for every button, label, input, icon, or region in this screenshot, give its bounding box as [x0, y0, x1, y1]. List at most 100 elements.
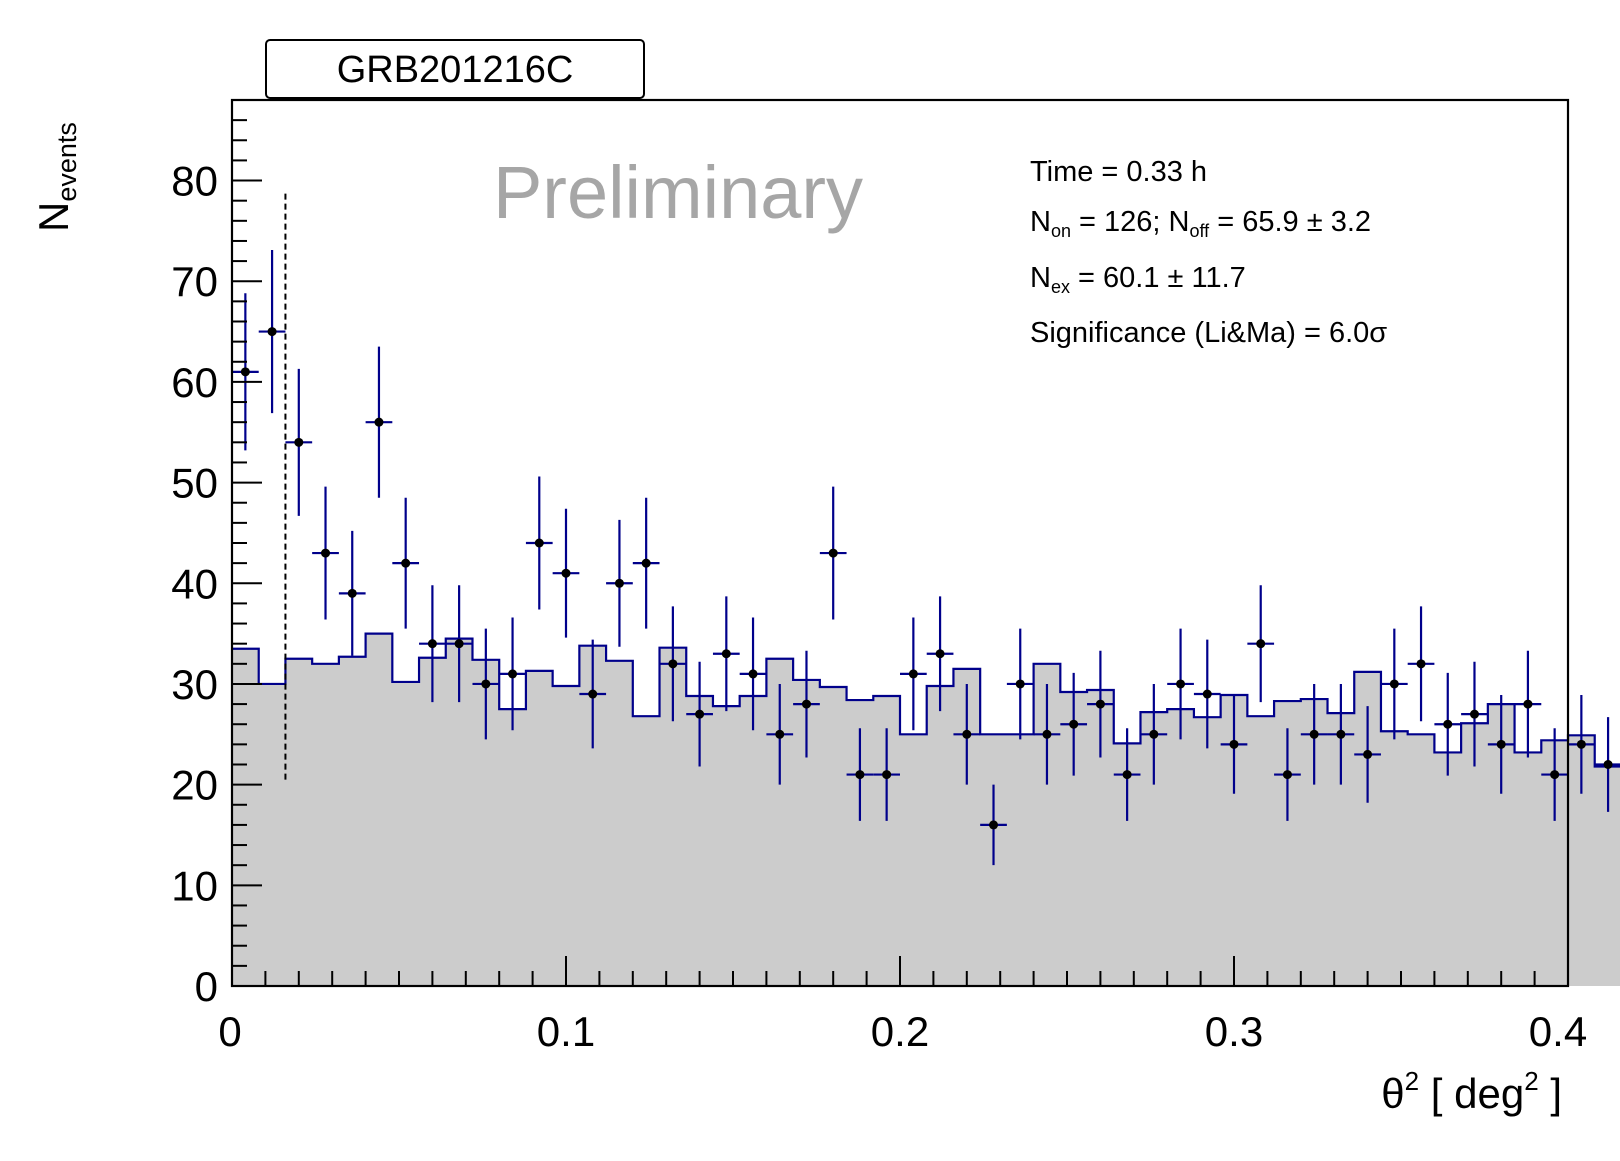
on-point — [365, 346, 393, 498]
on-point — [1193, 639, 1221, 749]
on-point-marker — [1496, 739, 1506, 749]
on-point-marker — [882, 770, 892, 780]
on-point-marker — [1309, 729, 1319, 739]
on-point-marker — [1389, 679, 1399, 689]
on-point — [1541, 728, 1568, 821]
stats-significance: Significance (Li&Ma) = 6.0σ — [1030, 317, 1387, 349]
y-axis-ticks: 0 10 20 30 40 50 60 70 80 — [171, 99, 262, 1010]
x-tick-label: 0 — [218, 1008, 241, 1055]
on-point — [766, 683, 794, 785]
on-point-marker — [695, 709, 705, 719]
on-point-marker — [427, 639, 437, 649]
on-point — [1167, 628, 1194, 740]
on-point-marker — [614, 578, 624, 588]
on-point-marker — [1443, 719, 1453, 729]
on-point-marker — [855, 770, 865, 780]
on-point — [258, 250, 286, 414]
on-point-marker — [828, 548, 838, 558]
on-point-marker — [1202, 689, 1212, 699]
on-point — [1568, 695, 1595, 794]
on-point — [1487, 695, 1515, 794]
on-point — [1300, 683, 1328, 785]
x-axis-ticks: 0 0.1 0.2 0.3 0.4 — [218, 956, 1587, 1055]
on-point-marker — [1122, 770, 1132, 780]
on-point-marker — [534, 538, 544, 548]
stats-nex-sub: ex — [1051, 277, 1070, 297]
y-tick-label: 10 — [171, 862, 218, 909]
stats-non-noff: Non = 126; Noff = 65.9 ± 3.2 — [1030, 206, 1371, 241]
on-point — [1327, 683, 1355, 785]
y-tick-label: 60 — [171, 359, 218, 406]
on-point-marker — [1469, 709, 1479, 719]
stats-nex-value: = 60.1 ± 11.7 — [1070, 262, 1246, 294]
y-tick-label: 0 — [195, 963, 218, 1010]
on-point — [1140, 683, 1168, 785]
on-point-marker — [1229, 739, 1239, 749]
on-point-marker — [935, 649, 945, 659]
y-tick-label: 30 — [171, 661, 218, 708]
on-point — [419, 585, 446, 703]
on-point — [579, 639, 607, 749]
stats-box: Time = 0.33 h Non = 126; Noff = 65.9 ± 3… — [1030, 156, 1387, 349]
on-point — [1220, 695, 1248, 794]
on-point-marker — [1176, 679, 1186, 689]
on-point — [686, 661, 713, 767]
on-point — [552, 508, 580, 638]
on-point-marker — [374, 417, 384, 427]
on-point-marker — [1095, 699, 1105, 709]
on-point-marker — [1550, 770, 1560, 780]
on-point-marker — [721, 649, 731, 659]
on-point-marker — [401, 558, 411, 568]
background-histogram-fill — [232, 633, 1620, 986]
y-tick-label: 50 — [171, 460, 218, 507]
on-point — [338, 530, 366, 656]
on-point — [1087, 650, 1114, 758]
y-tick-label: 70 — [171, 258, 218, 305]
on-events-points — [232, 250, 1620, 866]
on-point-marker — [641, 558, 651, 568]
chart-title: GRB201216C — [337, 49, 574, 91]
stats-non-value: = 126; N — [1071, 206, 1190, 238]
on-point-marker — [1149, 729, 1159, 739]
on-point-marker — [1336, 729, 1346, 739]
y-axis-label: Nevents — [30, 122, 82, 232]
on-point — [232, 293, 259, 451]
on-point — [846, 728, 874, 821]
on-point — [606, 519, 633, 647]
on-point — [1274, 728, 1301, 821]
on-point — [873, 728, 900, 821]
on-point — [1594, 717, 1620, 812]
stats-non-sub: on — [1051, 221, 1071, 241]
on-point-marker — [1576, 739, 1586, 749]
y-tick-label: 20 — [171, 762, 218, 809]
on-point — [392, 497, 420, 629]
stats-nex: Nex = 60.1 ± 11.7 — [1030, 262, 1246, 297]
on-point — [1461, 661, 1488, 767]
x-tick-label: 0.1 — [537, 1008, 595, 1055]
on-point-marker — [1416, 659, 1426, 669]
on-point — [1434, 672, 1462, 776]
x-tick-label: 0.2 — [871, 1008, 929, 1055]
on-point — [953, 683, 981, 785]
on-point-marker — [962, 729, 972, 739]
on-point — [1060, 672, 1088, 776]
on-point-marker — [748, 669, 758, 679]
on-point — [1380, 628, 1408, 740]
on-point-marker — [267, 327, 277, 337]
on-point — [525, 476, 553, 610]
on-point-marker — [775, 729, 785, 739]
on-point — [285, 368, 313, 516]
stats-non-label: N — [1030, 206, 1051, 238]
on-point-marker — [989, 820, 999, 830]
background-histogram-outline — [232, 632, 1620, 768]
on-point-marker — [1363, 749, 1373, 759]
on-point — [900, 617, 927, 731]
on-point-marker — [1603, 760, 1613, 769]
on-point-marker — [321, 548, 331, 558]
on-point-marker — [1256, 639, 1266, 649]
stats-noff-sub: off — [1189, 221, 1210, 241]
y-tick-label: 40 — [171, 560, 218, 607]
on-point — [445, 585, 473, 703]
on-point — [926, 596, 954, 712]
